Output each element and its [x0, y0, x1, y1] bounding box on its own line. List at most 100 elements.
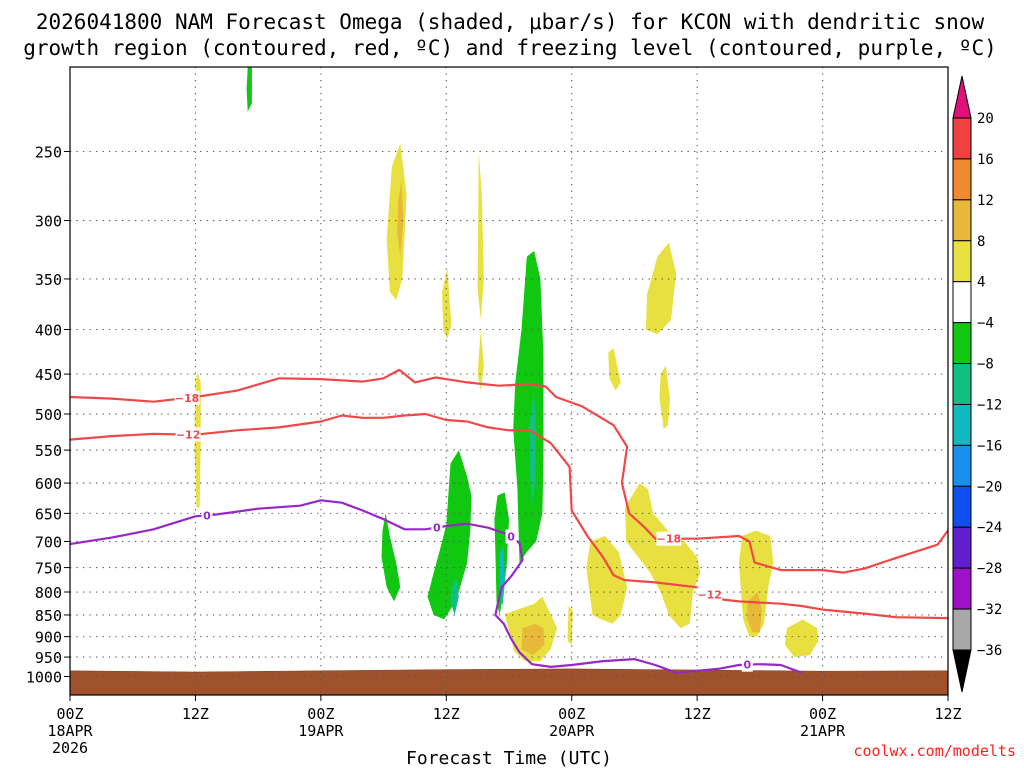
x-tick-date: 20APR: [549, 722, 595, 740]
omega-region-15: [521, 623, 545, 656]
chart-title-line2: growth region (contoured, red, ºC) and f…: [23, 36, 997, 60]
colorbar-label: −24: [977, 520, 1002, 536]
surface-terrain-band: [69, 668, 949, 696]
y-tick-label: 300: [35, 213, 62, 231]
y-tick-label: 1000: [26, 669, 62, 687]
omega-region-17: [586, 536, 628, 624]
x-tick-label: 00Z: [307, 705, 334, 723]
x-tick-date: 18APR: [47, 722, 93, 740]
colorbar-label: −12: [977, 397, 1002, 413]
contour-label: −12: [176, 429, 201, 442]
colorbar-swatch: [952, 526, 972, 569]
omega-region-5: [477, 151, 484, 320]
colorbar-swatch: [952, 240, 972, 283]
omega-region-7: [513, 250, 544, 563]
colorbar-label: −32: [977, 602, 1002, 618]
x-tick-label: 00Z: [558, 705, 585, 723]
colorbar-label: −36: [977, 643, 1002, 659]
contour-label-bg: [656, 531, 682, 546]
contour-label-bg: [697, 587, 723, 602]
omega-region-18: [645, 242, 677, 335]
x-tick-label: 12Z: [433, 705, 460, 723]
y-tick-label: 450: [35, 366, 62, 384]
colorbar-label: 8: [977, 234, 985, 250]
omega-region-0: [246, 67, 252, 112]
contour-label-bg: [741, 657, 753, 672]
y-tick-label: 550: [35, 442, 62, 460]
colorbar-swatch: [952, 403, 972, 446]
omega-region-3: [397, 180, 404, 257]
colorbar-swatch: [952, 199, 972, 242]
omega-region-16: [567, 606, 573, 645]
contour-line-1: [69, 412, 949, 620]
omega-region-8: [529, 390, 537, 508]
colorbar-top-arrow: [952, 75, 972, 119]
omega-region-24: [784, 619, 819, 658]
colorbar-label: −28: [977, 561, 1002, 577]
omega-region-21: [625, 483, 701, 629]
contour-label: 0: [203, 509, 211, 522]
colorbar-swatch: [952, 322, 972, 365]
y-tick-label: 950: [35, 649, 62, 667]
omega-region-19: [608, 348, 621, 391]
omega-region-9: [427, 450, 472, 620]
colorbar-swatch: [952, 363, 972, 405]
contour-label-bg: [174, 390, 200, 405]
omega-region-2: [386, 143, 407, 300]
y-tick-label: 350: [35, 271, 62, 289]
y-tick-label: 850: [35, 607, 62, 625]
colorbar-label: 12: [977, 193, 994, 209]
y-tick-label: 750: [35, 560, 62, 578]
contour-label: 0: [743, 659, 751, 672]
colorbar: 20 16 12 8 4 −4 −8 −12 −16 −20 −24 −28 −32 −36: [952, 75, 1002, 693]
contour-line-0: [69, 368, 949, 574]
contour-label: 0: [507, 531, 515, 544]
y-tick-label: 900: [35, 629, 62, 647]
y-tick-label: 800: [35, 584, 62, 602]
colorbar-label: −8: [977, 357, 994, 373]
y-tick-label: 600: [35, 475, 62, 493]
contour-label: −18: [657, 533, 682, 546]
colorbar-swatch: [952, 485, 972, 528]
contour-line-2: [69, 499, 803, 674]
y-tick-label: 650: [35, 505, 62, 523]
contour-label: 0: [433, 522, 441, 535]
chart-title-line1: 2026041800 NAM Forecast Omega (shaded, μ…: [36, 10, 985, 34]
y-tick-label: 700: [35, 533, 62, 551]
contour-label-bg: [175, 427, 201, 442]
plot-area: −18 −18 −12 −12 0 0 0 0: [69, 66, 949, 696]
x-tick-date: 19APR: [298, 722, 344, 740]
credit-text: coolwx.com/modelts: [853, 742, 1016, 760]
colorbar-swatch: [952, 158, 972, 201]
colorbar-label: −16: [977, 438, 1002, 454]
x-tick-label: 00Z: [56, 705, 83, 723]
colorbar-swatch: [952, 117, 972, 160]
omega-region-4: [442, 268, 452, 339]
colorbar-swatch: [952, 444, 972, 487]
y-tick-label: 250: [35, 144, 62, 162]
colorbar-label: 20: [977, 111, 994, 127]
colorbar-swatch: [952, 281, 972, 324]
colorbar-label: −4: [977, 316, 994, 332]
colorbar-label: −20: [977, 479, 1002, 495]
x-tick-label: 12Z: [182, 705, 209, 723]
x-tick-label: 00Z: [809, 705, 836, 723]
x-tick-label: 12Z: [684, 705, 711, 723]
colorbar-label: 4: [977, 275, 985, 291]
contour-label-bg: [505, 529, 517, 544]
colorbar-swatch: [952, 608, 972, 651]
x-tick-label: 12Z: [934, 705, 961, 723]
colorbar-label: 16: [977, 152, 994, 168]
colorbar-swatch: [952, 567, 972, 610]
x-tick-year: 2026: [52, 739, 88, 757]
omega-region-10: [450, 577, 459, 615]
contour-label: −12: [697, 588, 722, 601]
omega-region-20: [659, 365, 670, 429]
omega-region-11: [381, 513, 401, 602]
omega-region-6: [477, 329, 484, 391]
x-tick-date: 21APR: [800, 722, 846, 740]
y-tick-label: 400: [35, 322, 62, 340]
colorbar-bottom-arrow: [952, 649, 972, 693]
contour-label-bg: [201, 508, 213, 523]
